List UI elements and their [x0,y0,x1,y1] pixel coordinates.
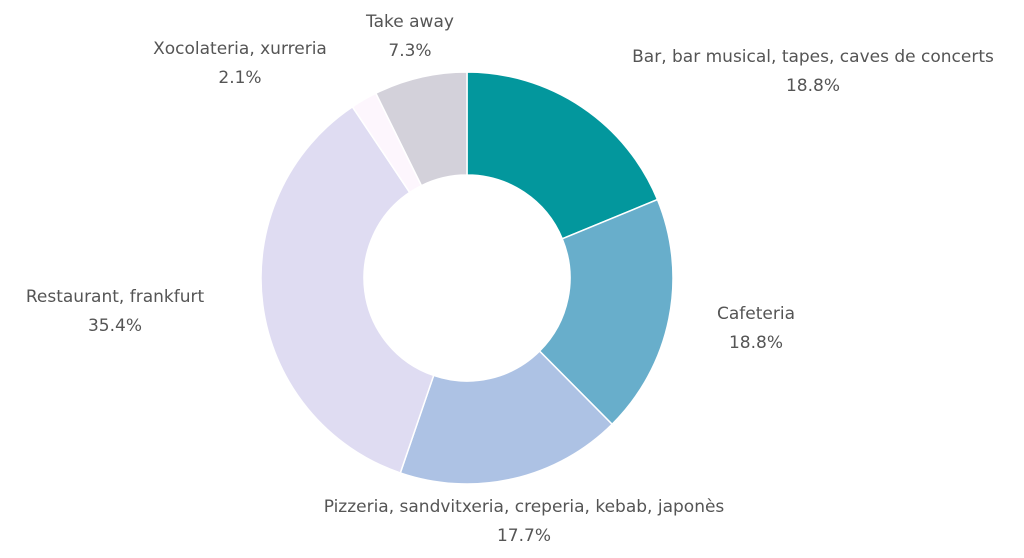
slice-value-restaurant-frankfurt: 35.4% [88,316,142,336]
slice-cafeteria [538,198,674,426]
slice-take-away [374,71,468,187]
slice-value-bar-bar-musical-tapes-caves-de-concerts: 18.8% [786,76,840,96]
labels-layer: Bar, bar musical, tapes, caves de concer… [26,12,994,546]
slice-bar-bar-musical-tapes-caves-de-concerts [466,71,659,240]
slice-label-cafeteria: Cafeteria [717,304,795,324]
slice-label-restaurant-frankfurt: Restaurant, frankfurt [26,287,205,307]
slice-label-xocolateria-xurreria: Xocolateria, xurreria [153,39,327,59]
slices-layer [260,71,674,485]
slice-label-pizzeria-sandvitxeria-creperia-kebab-japones: Pizzeria, sandvitxeria, creperia, kebab,… [324,497,725,517]
slice-value-take-away: 7.3% [388,41,431,61]
slice-value-xocolateria-xurreria: 2.1% [218,68,261,88]
slice-restaurant-frankfurt [260,105,435,474]
slice-pizzeria-sandvitxeria-creperia-kebab-japones [399,350,614,485]
slice-label-take-away: Take away [365,12,454,32]
slice-value-cafeteria: 18.8% [729,333,783,353]
slice-value-pizzeria-sandvitxeria-creperia-kebab-japones: 17.7% [497,526,551,546]
slice-label-bar-bar-musical-tapes-caves-de-concerts: Bar, bar musical, tapes, caves de concer… [632,47,994,67]
